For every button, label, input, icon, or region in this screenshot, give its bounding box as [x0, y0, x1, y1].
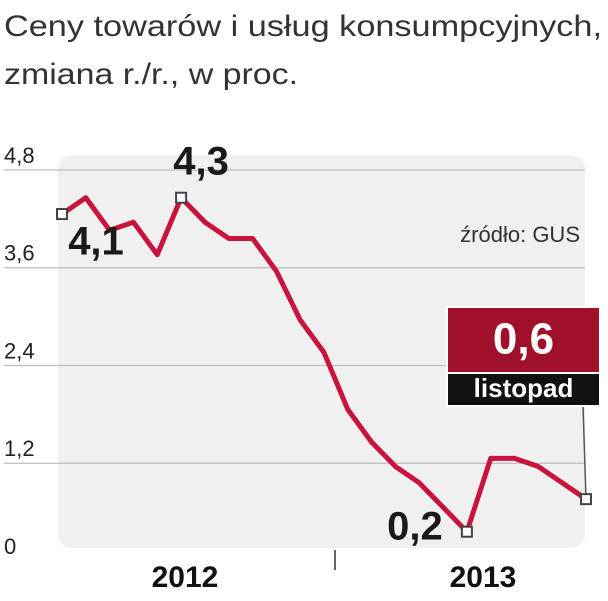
point-marker — [56, 208, 68, 221]
data-label: 0,2 — [387, 504, 443, 548]
year-label: 2013 — [450, 561, 517, 594]
y-tick-label: 3,6 — [4, 241, 35, 266]
point-marker — [580, 493, 592, 506]
data-label: 4,3 — [173, 139, 229, 183]
source: źródło: GUS — [460, 222, 580, 247]
year-label: 2012 — [152, 561, 219, 594]
data-label: 4,1 — [68, 220, 124, 264]
callout-value-box — [446, 306, 601, 374]
chart-subtitle: zmiana r./r., w proc. — [4, 58, 298, 91]
data-line — [60, 195, 588, 535]
chart-title: Ceny towarów i usług konsumpcyjnych, — [4, 10, 602, 43]
y-tick-label: 0 — [4, 534, 16, 559]
grid: 0 1,2 2,4 3,6 4,8 — [4, 143, 585, 559]
point-marker — [460, 525, 473, 538]
callout-label: listopad — [474, 373, 574, 403]
plot: listopad 4,1 4,3 0,2 0,6 — [56, 139, 601, 548]
callout-connector — [582, 404, 587, 500]
y-tick-label: 4,8 — [4, 143, 35, 168]
y-tick-label: 2,4 — [4, 338, 35, 363]
point-marker — [175, 191, 188, 204]
callout-label-box — [446, 372, 601, 407]
y-tick-label: 1,2 — [4, 436, 35, 461]
data-label: 0,6 — [493, 315, 554, 364]
